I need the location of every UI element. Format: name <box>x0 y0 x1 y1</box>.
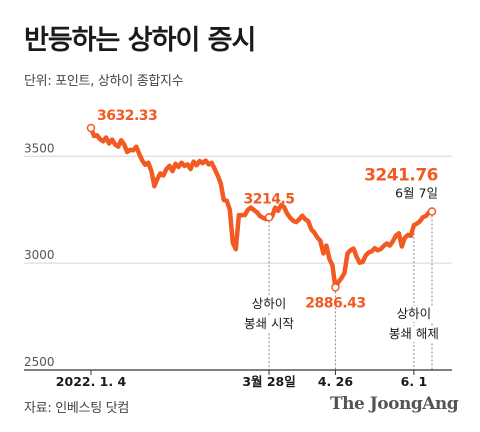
y-axis-ticks: 2500 3000 3500 <box>24 141 55 369</box>
value-label: 3241.76 <box>364 165 438 185</box>
event-note: 상하이 <box>397 306 432 321</box>
index-line <box>88 125 435 290</box>
x-tick-label: 2022. 1. 4 <box>56 374 127 389</box>
event-note: 상하이 <box>252 296 287 311</box>
event-note-bg <box>248 296 290 312</box>
x-axis-ticks: 2022. 1. 4 3월 28일 4. 26 6. 1 <box>56 370 427 389</box>
brand-logo: The JoongAng <box>330 394 459 414</box>
chart-title: 반등하는 상하이 증시 <box>24 25 256 56</box>
point-marker <box>331 283 340 292</box>
event-note: 봉쇄 해제 <box>389 326 439 341</box>
guide-lines <box>268 215 433 370</box>
value-label: 2886.43 <box>305 295 365 311</box>
grid-lines <box>24 155 452 264</box>
event-note-bg <box>385 326 442 342</box>
y-tick-label: 3500 <box>24 141 55 155</box>
y-tick-label: 3000 <box>24 248 55 262</box>
y-tick-label: 2500 <box>24 355 55 369</box>
x-tick-label: 4. 26 <box>318 374 353 389</box>
point-marker <box>264 213 274 222</box>
value-label: 3632.33 <box>97 108 157 124</box>
event-note-bg <box>393 306 435 322</box>
x-tick-label: 3월 28일 <box>242 374 295 389</box>
event-note: 봉쇄 시작 <box>244 316 294 331</box>
value-label: 3214.5 <box>244 191 295 207</box>
series-layer <box>88 125 435 290</box>
date-label: 6월 7일 <box>395 185 438 200</box>
unit-label: 단위: 포인트, 상하이 종합지수 <box>24 74 184 89</box>
x-tick-label: 6. 1 <box>401 374 428 389</box>
point-marker <box>86 123 96 133</box>
point-marker <box>427 207 437 216</box>
event-note-bg <box>241 316 298 332</box>
source-label: 자료: 인베스팅 닷컴 <box>24 401 130 416</box>
